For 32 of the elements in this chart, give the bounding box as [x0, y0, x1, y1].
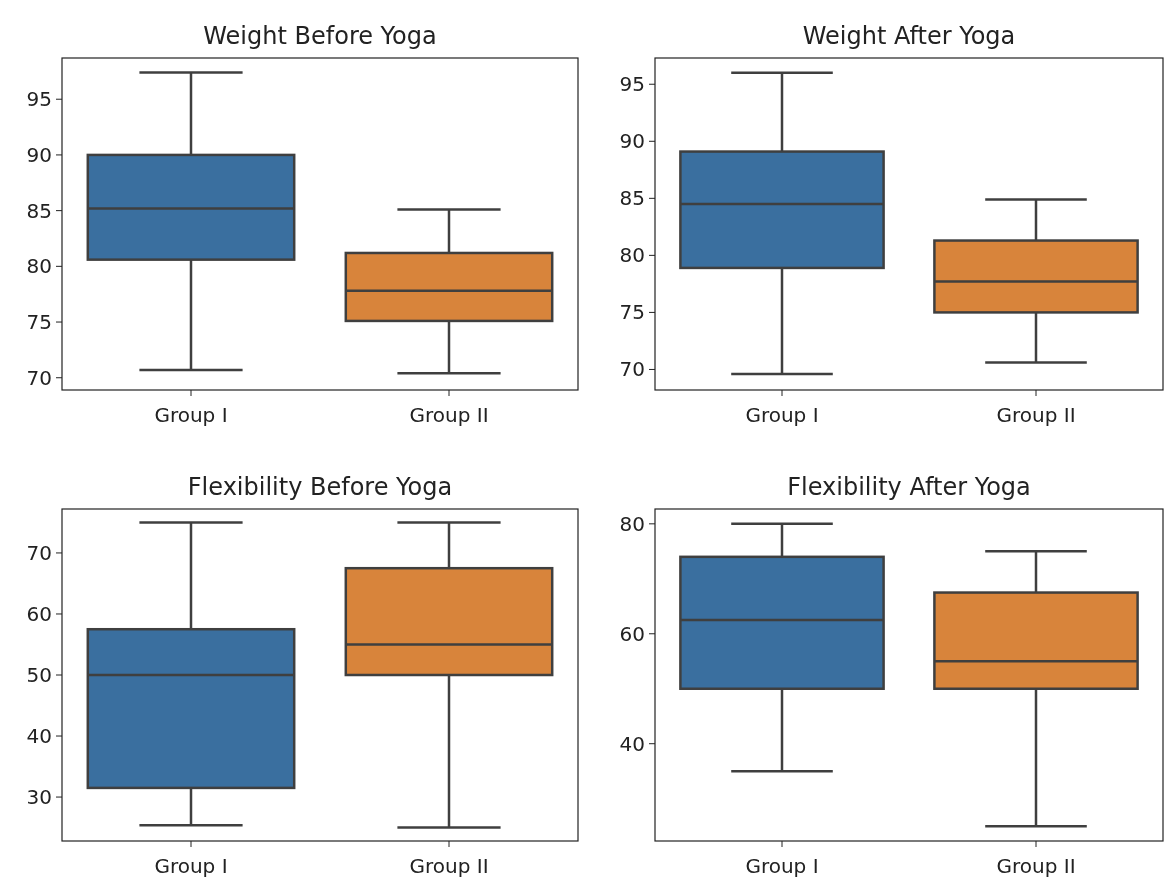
y-tick-label: 90 — [619, 129, 645, 154]
x-tick-label: Group II — [996, 403, 1076, 427]
chart-title: Flexibility Before Yoga — [187, 473, 453, 501]
y-tick-label: 90 — [26, 142, 52, 167]
y-tick-label: 95 — [26, 87, 52, 112]
y-tick-label: 80 — [619, 243, 645, 268]
y-tick-label: 70 — [26, 365, 52, 390]
y-tick-label: 30 — [26, 785, 52, 810]
chart-title: Weight Before Yoga — [203, 22, 437, 50]
y-tick-label: 95 — [619, 72, 645, 97]
y-tick-label: 60 — [26, 601, 52, 626]
x-tick-label: Group I — [745, 854, 819, 878]
x-tick-label: Group I — [745, 403, 819, 427]
x-tick-label: Group I — [154, 403, 228, 427]
y-tick-label: 85 — [619, 186, 645, 211]
y-tick-label: 50 — [26, 663, 52, 687]
x-tick-label: Group II — [409, 403, 489, 427]
y-tick-label: 60 — [619, 621, 645, 646]
x-tick-label: Group I — [154, 854, 228, 878]
x-tick-label: Group II — [996, 854, 1076, 878]
y-tick-label: 75 — [619, 300, 645, 325]
y-tick-label: 40 — [26, 724, 52, 749]
y-tick-label: 70 — [26, 540, 52, 565]
y-tick-label: 85 — [26, 198, 52, 223]
y-tick-label: 80 — [619, 511, 645, 536]
y-tick-label: 70 — [619, 357, 645, 382]
chart-title: Weight After Yoga — [802, 22, 1016, 50]
chart-title: Flexibility After Yoga — [787, 473, 1031, 501]
y-tick-label: 40 — [619, 731, 645, 756]
y-tick-label: 75 — [26, 310, 52, 335]
x-tick-label: Group II — [409, 854, 489, 878]
y-tick-label: 80 — [26, 254, 52, 279]
